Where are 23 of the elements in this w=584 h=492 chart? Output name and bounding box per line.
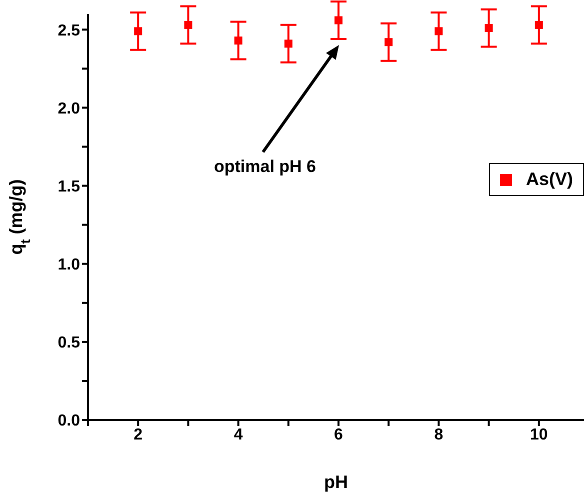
point	[234, 36, 242, 45]
y-tick-label: 2.5	[58, 22, 80, 40]
y-tick-label: 2.0	[58, 100, 80, 118]
annotation: optimal pH 6	[214, 157, 316, 176]
x-tick-label: 10	[530, 426, 548, 444]
y-tick-label: 1.5	[58, 178, 80, 196]
point	[334, 16, 343, 24]
y-tick-label: 0.0	[58, 412, 80, 430]
point	[134, 27, 142, 36]
point	[284, 40, 292, 48]
point	[184, 20, 192, 29]
x-tick-label: 4	[234, 426, 243, 444]
point	[484, 24, 493, 32]
legend-label: As(V)	[526, 169, 573, 190]
point	[434, 27, 443, 36]
x-axis-title: pH	[324, 472, 348, 492]
x-tick-label: 8	[434, 426, 444, 444]
y-tick-label: 1.0	[58, 256, 80, 274]
y-tick-label: 0.5	[58, 334, 80, 352]
x-tick-label: 6	[334, 426, 344, 444]
point	[384, 38, 393, 46]
x-tick-label: 2	[134, 426, 143, 444]
point	[534, 20, 543, 29]
